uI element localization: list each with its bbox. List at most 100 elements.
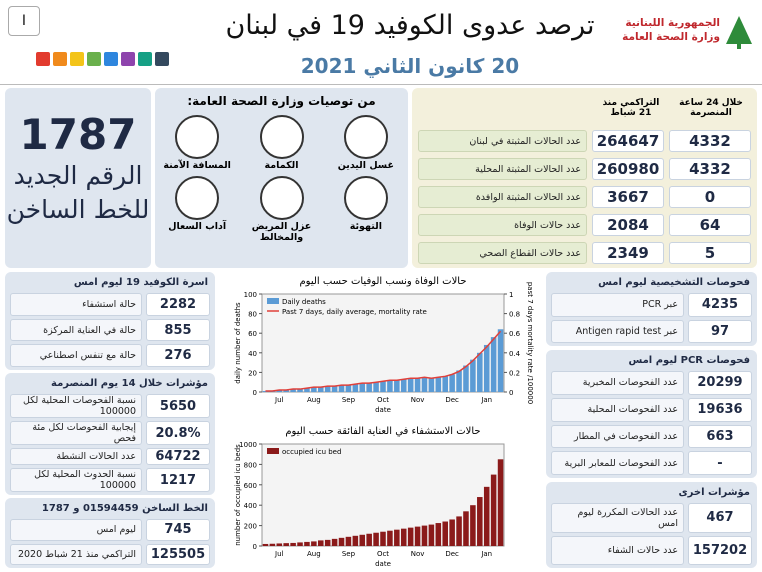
panel-row: عدد الفحوصات المحلية 19636 — [551, 397, 752, 422]
y-tick-label: 600 — [244, 482, 257, 490]
recommendation: آداب السعال — [155, 173, 239, 243]
bar — [449, 519, 455, 546]
daily-table: التراكمي منذ 21 شباط خلال 24 ساعة المنصرم… — [412, 88, 757, 268]
bar — [463, 365, 469, 392]
bar — [449, 374, 455, 392]
legend-label: Past 7 days, daily average, mortality ra… — [282, 308, 427, 316]
x-tick-label: Jul — [274, 396, 284, 404]
bar — [324, 539, 331, 546]
bar — [400, 379, 407, 392]
bar — [311, 541, 317, 546]
x-tick-label: Jan — [480, 396, 492, 404]
icon — [70, 52, 84, 66]
bar — [331, 386, 338, 392]
ministry: الجمهورية اللبنانية وزارة الصحة العامة — [612, 16, 720, 44]
bar — [283, 543, 289, 546]
bar — [269, 543, 276, 546]
y-tick-label: 60 — [248, 330, 257, 338]
panel: فحوصات التشخيصية ليوم امس عبر PCR 4235 عبر … — [546, 272, 757, 346]
bar — [324, 386, 331, 392]
recommendation-label: التهوئة — [349, 221, 382, 232]
x-tick-label: Aug — [307, 396, 321, 404]
recommendation: غسل اليدين — [324, 112, 408, 171]
icon — [87, 52, 101, 66]
row-value: 5650 — [146, 394, 210, 418]
x-tick-label: Dec — [445, 396, 459, 404]
header-cell: خلال 24 ساعة المنصرمة — [679, 98, 743, 118]
bar — [483, 344, 490, 392]
icon — [104, 52, 118, 66]
bar — [311, 387, 317, 392]
x-tick-label: Jul — [274, 550, 284, 558]
panel-row: عدد الفحوصات المخبرية 20299 — [551, 371, 752, 395]
bar — [442, 521, 448, 546]
row-value: 4235 — [688, 293, 752, 317]
bar — [497, 459, 504, 546]
bar — [490, 474, 497, 546]
bar — [283, 390, 289, 392]
bar — [338, 385, 345, 392]
bar — [497, 329, 504, 392]
panel-row: حالة استشفاء 2282 — [10, 293, 210, 316]
bar — [483, 486, 490, 546]
recommendation-label: آداب السعال — [168, 221, 227, 232]
row-value: - — [688, 451, 752, 475]
panel-row: التراكمي منذ 21 شباط 2020 125505 — [10, 543, 210, 565]
panel-title: الخط الساخن 01594459 و 1787 — [41, 503, 208, 514]
recommendation-icon — [343, 115, 388, 159]
recommendation-label: عزل المريض والمخالط — [251, 221, 312, 243]
recommendations-title: من توصيات وزارة الصحة العامة: — [187, 94, 376, 108]
row-value: 276 — [146, 344, 210, 368]
y-tick-label: 400 — [244, 502, 257, 510]
panel: مؤشرات خلال 14 يوم المنصرمة نسبة الفحوصات… — [5, 373, 215, 495]
bar — [345, 536, 352, 546]
bar — [290, 389, 296, 392]
bar — [477, 352, 483, 392]
panel-row: عبر PCR 4235 — [551, 293, 752, 317]
row-label: حالة استشفاء — [10, 293, 142, 316]
bar — [421, 525, 428, 546]
recommendation-grid: غسل اليدين الكمامة المسافة الآمنة التهوئة عز… — [155, 112, 408, 243]
badge: ا — [8, 6, 40, 36]
bar — [276, 543, 283, 546]
panel-row: حالة في العناية المركزة 855 — [10, 318, 210, 342]
row-value: 20299 — [688, 371, 752, 395]
cumulative: 3667 — [592, 186, 664, 208]
bar — [338, 537, 345, 546]
x-tick-label: Aug — [307, 550, 321, 558]
legend-label: occupied icu bed — [282, 448, 341, 456]
panel: الخط الساخن 01594459 و 1787 ليوم امس 745 ال… — [5, 498, 215, 568]
bar — [421, 377, 428, 392]
bar — [387, 530, 393, 546]
y2-tick-label: 0.4 — [509, 350, 521, 358]
panel-row: عدد الفحوصات للمعابر البرية - — [551, 451, 752, 475]
y2-tick-label: 0.2 — [509, 369, 520, 377]
bar — [366, 383, 372, 392]
bar — [477, 497, 483, 546]
y-tick-label: 20 — [248, 369, 257, 377]
row-value: 157202 — [688, 535, 752, 565]
panel-row: نسبة الفحوصات المحلية لكل 100000 5650 — [10, 394, 210, 418]
bar — [414, 378, 421, 392]
hotline-line: الرقم الجديد — [13, 161, 143, 190]
bar — [463, 511, 469, 546]
bar — [345, 385, 352, 392]
bar — [359, 534, 366, 546]
legend-label: Daily deaths — [282, 298, 326, 306]
bar — [428, 378, 435, 392]
recommendation-label: غسل اليدين — [337, 160, 394, 171]
row-label: حالة في العناية المركزة — [10, 318, 142, 342]
row-label: عدد الحالات النشطة — [10, 448, 142, 465]
y2-tick-label: 1 — [509, 291, 513, 299]
bar — [456, 370, 462, 392]
bar — [394, 380, 400, 392]
row-label: عدد الفحوصات في المطار — [551, 424, 684, 449]
icon — [36, 52, 50, 66]
ministry-line: وزارة الصحة العامة — [622, 31, 720, 43]
icon-strip — [36, 52, 169, 66]
bar — [470, 359, 476, 392]
panel: مؤشرات اخرى عدد الحالات المكررة ليوم امس 4… — [546, 482, 757, 568]
ministry-line: الجمهورية اللبنانية — [625, 17, 720, 29]
last-24h: 4332 — [669, 130, 751, 152]
